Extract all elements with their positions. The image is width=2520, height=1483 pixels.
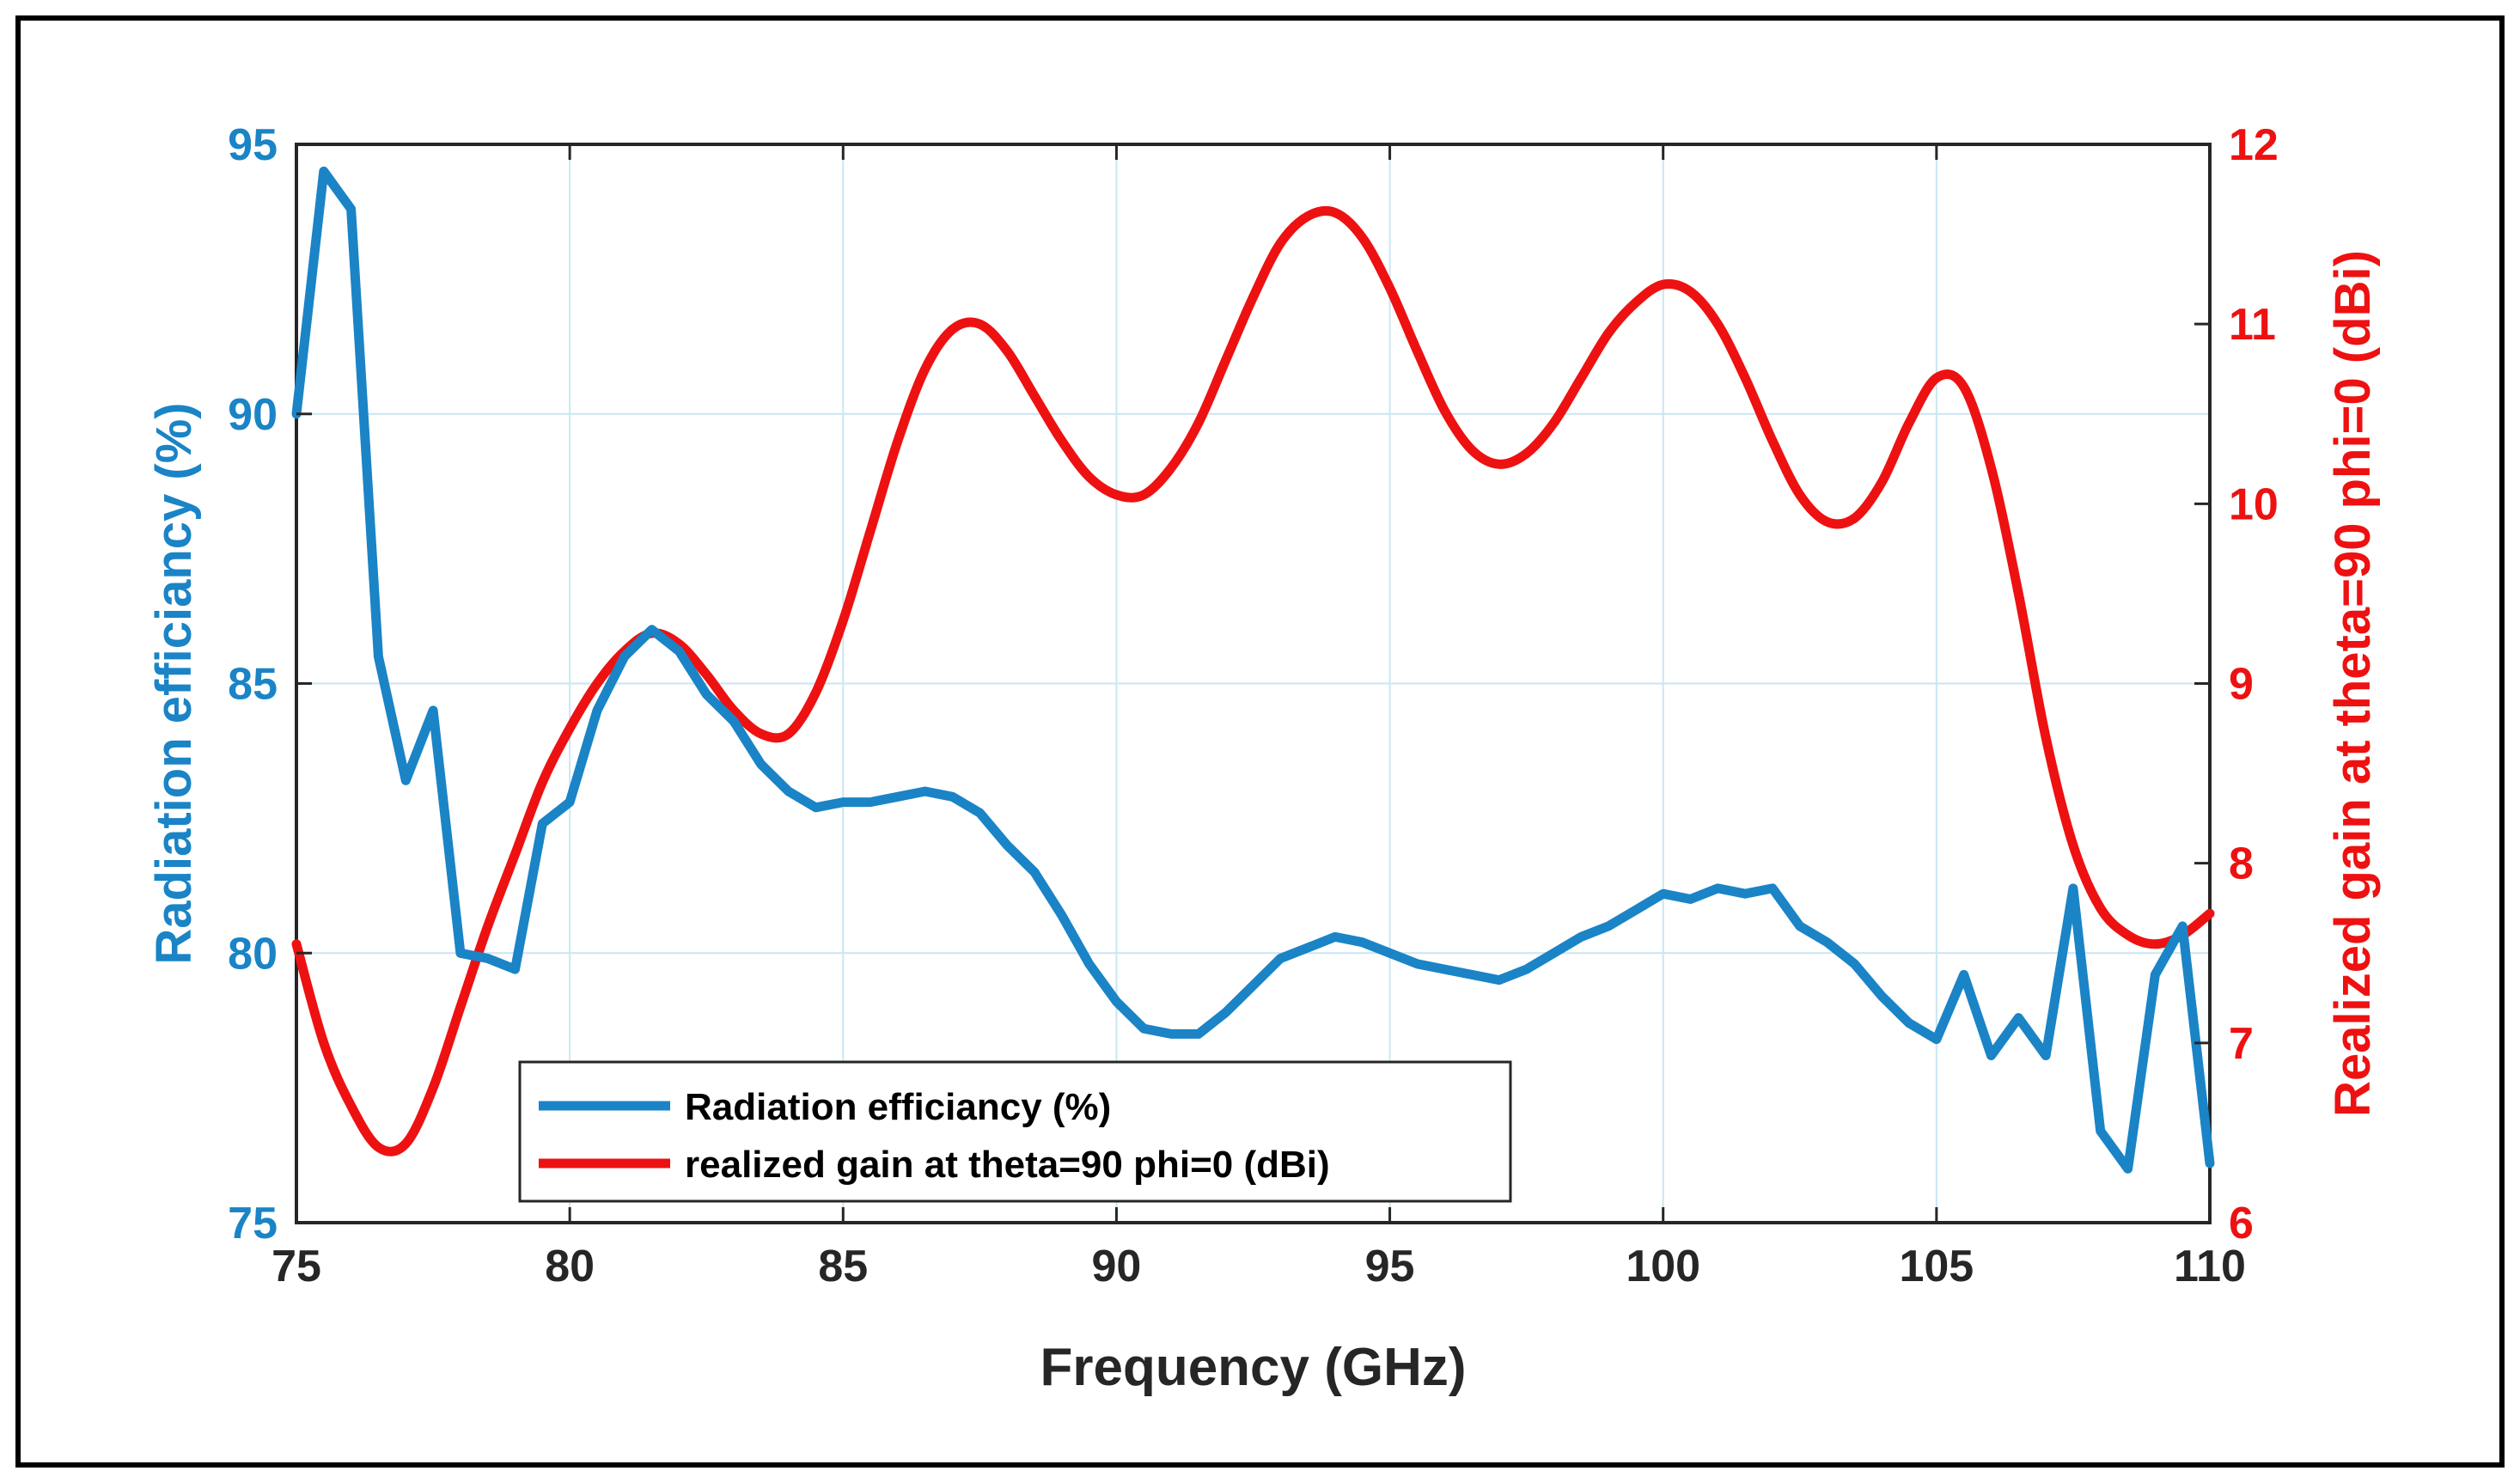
- series-line-efficiency: [291, 166, 2215, 1174]
- y-left-tick-label: 85: [228, 660, 278, 710]
- y-right-tick-label: 11: [2229, 300, 2276, 350]
- x-tick-label: 100: [1626, 1242, 1700, 1291]
- y-right-tick-label: 10: [2229, 479, 2279, 529]
- x-tick-label: 110: [2174, 1242, 2246, 1291]
- y-right-tick-label: 6: [2229, 1199, 2254, 1248]
- x-tick-label: 85: [818, 1242, 868, 1291]
- y-axis-left-label: Radiation efficiancy (%): [146, 402, 202, 964]
- x-tick-label: 75: [272, 1242, 321, 1291]
- y-left-tick-label: 90: [228, 390, 278, 440]
- legend-label-gain: realized gain at theta=90 phi=0 (dBi): [685, 1144, 1330, 1186]
- x-axis-label: Frequency (GHz): [1040, 1338, 1466, 1397]
- x-tick-label: 90: [1092, 1242, 1142, 1291]
- legend-label-efficiency: Radiation efficiancy (%): [685, 1086, 1111, 1128]
- y-left-tick-label: 80: [228, 929, 278, 979]
- y-right-tick-label: 7: [2229, 1019, 2254, 1069]
- ticks: 75 80 85 90 95 100 105 110 75 80 85 90 95 6 7 8 9 10 11 12: [228, 120, 2279, 1291]
- figure-frame: [15, 15, 2505, 1468]
- x-tick-label: 95: [1365, 1242, 1415, 1291]
- y-right-tick-label: 9: [2229, 660, 2254, 710]
- legend: Radiation efficiancy (%) realized gain a…: [518, 1060, 1512, 1203]
- y-left-tick-label: 95: [228, 120, 278, 170]
- series-line-gain: [291, 205, 2215, 1156]
- y-left-tick-label: 75: [228, 1199, 278, 1248]
- y-axis-right-label: Realized gain at theta=90 phi=0 (dBi): [2325, 250, 2381, 1117]
- y-right-tick-label: 12: [2229, 120, 2279, 170]
- x-tick-label: 80: [545, 1242, 595, 1291]
- y-right-tick-label: 8: [2229, 839, 2254, 889]
- x-tick-label: 105: [1899, 1242, 1974, 1291]
- series-layer: [291, 166, 2215, 1174]
- legend-box: [518, 1060, 1512, 1203]
